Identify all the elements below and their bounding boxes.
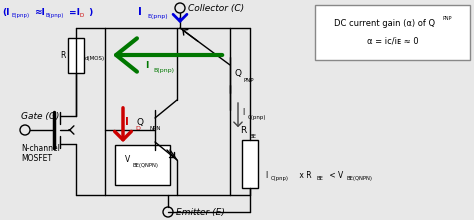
Text: d(MOS): d(MOS) xyxy=(85,56,105,61)
Text: I: I xyxy=(145,61,148,70)
Text: R: R xyxy=(240,125,246,134)
Text: BE: BE xyxy=(250,134,257,139)
Text: ≈I: ≈I xyxy=(34,7,45,16)
Text: B(pnp): B(pnp) xyxy=(153,68,174,73)
Text: N-channel: N-channel xyxy=(21,143,60,152)
Text: R: R xyxy=(61,51,66,60)
Text: B(pnp): B(pnp) xyxy=(45,13,64,18)
Text: D: D xyxy=(135,125,140,130)
Text: I: I xyxy=(138,7,142,17)
Text: BE: BE xyxy=(317,176,324,180)
Text: D: D xyxy=(80,13,84,18)
Text: < V: < V xyxy=(327,170,343,180)
Text: I: I xyxy=(242,108,244,117)
Text: Gate (G): Gate (G) xyxy=(21,112,59,121)
Text: E(pnp): E(pnp) xyxy=(11,13,29,18)
Text: PNP: PNP xyxy=(443,15,452,20)
Text: NPN: NPN xyxy=(150,125,162,130)
Bar xyxy=(68,38,84,73)
Text: Emitter (E): Emitter (E) xyxy=(176,207,225,216)
Text: BE(QNPN): BE(QNPN) xyxy=(347,176,373,180)
Text: α = iᴄ/iᴇ ≈ 0: α = iᴄ/iᴇ ≈ 0 xyxy=(367,37,419,46)
Text: x R: x R xyxy=(297,170,311,180)
Bar xyxy=(242,140,258,188)
Text: Q: Q xyxy=(235,68,242,77)
Text: E(pnp): E(pnp) xyxy=(147,13,168,18)
Text: ): ) xyxy=(86,7,93,16)
Text: I: I xyxy=(125,117,129,127)
Text: I: I xyxy=(265,170,267,180)
Bar xyxy=(315,5,470,60)
Text: Collector (C): Collector (C) xyxy=(188,4,244,13)
Text: PNP: PNP xyxy=(244,77,255,82)
Text: DC current gain (α) of Q: DC current gain (α) of Q xyxy=(334,18,435,28)
Text: BE(QNPN): BE(QNPN) xyxy=(133,163,159,167)
Text: C(pnp): C(pnp) xyxy=(248,114,266,119)
Text: (I: (I xyxy=(2,7,9,16)
Text: =I: =I xyxy=(69,7,80,16)
Text: C(pnp): C(pnp) xyxy=(271,176,289,180)
Text: MOSFET: MOSFET xyxy=(21,154,52,163)
Text: V: V xyxy=(125,154,130,163)
Bar xyxy=(115,145,170,185)
Text: Q: Q xyxy=(137,117,144,126)
